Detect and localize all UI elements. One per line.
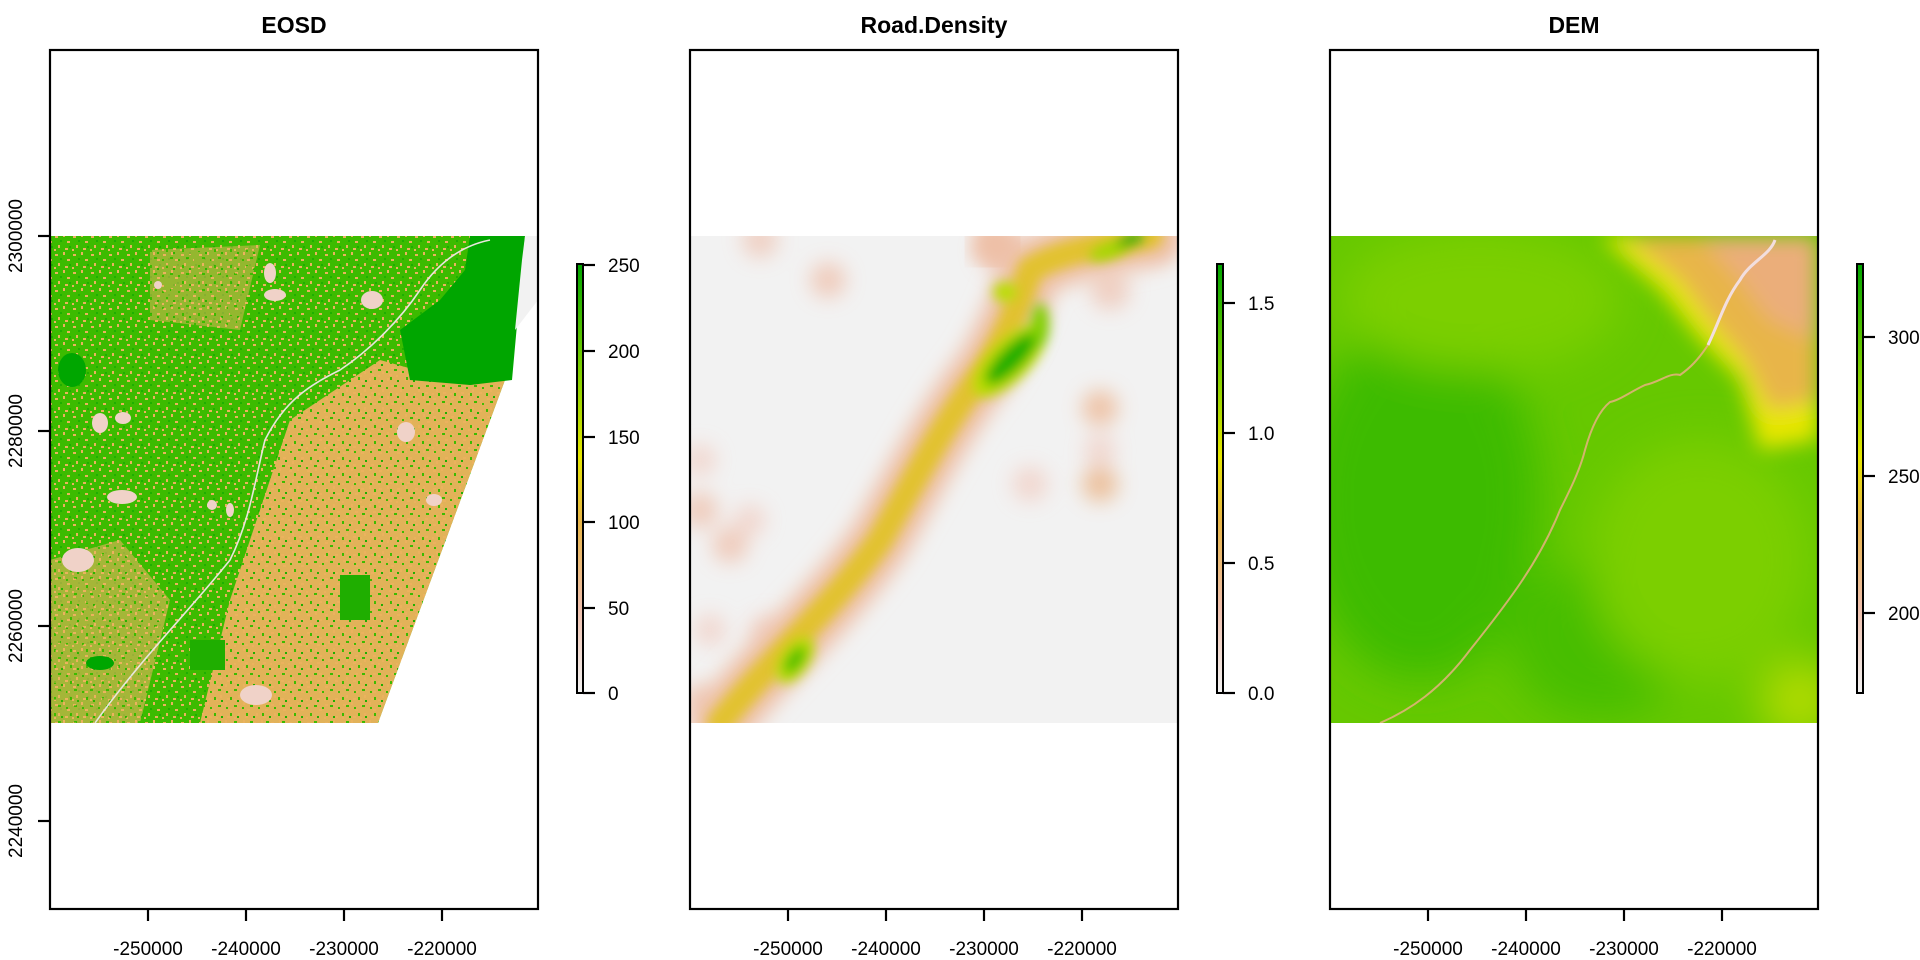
- legend-tick-label: 300: [1888, 328, 1920, 349]
- x-tick-label: -220000: [407, 939, 477, 960]
- y-tick-label: 2300000: [6, 199, 27, 273]
- x-axis: -250000 -240000 -230000 -220000: [113, 909, 477, 960]
- road-density-raster: [690, 236, 1178, 723]
- x-tick-label: -240000: [211, 939, 281, 960]
- x-axis: -250000 -240000 -230000 -220000: [753, 909, 1117, 960]
- colorbar-legend: 300 250 200: [1856, 263, 1920, 694]
- x-tick-label: -230000: [309, 939, 379, 960]
- x-tick-label: -240000: [851, 939, 921, 960]
- plot-frame: [1328, 48, 1820, 911]
- legend-tick-label: 250: [608, 256, 640, 277]
- x-tick-label: -250000: [753, 939, 823, 960]
- legend-tick-label: 1.0: [1248, 424, 1274, 445]
- legend-tick-label: 1.5: [1248, 294, 1274, 315]
- y-tick-label: 2260000: [6, 589, 27, 663]
- x-tick-label: -230000: [1589, 939, 1659, 960]
- legend-tick-label: 250: [1888, 467, 1920, 488]
- legend-tick-label: 100: [608, 513, 640, 534]
- x-tick-label: -230000: [949, 939, 1019, 960]
- legend-tick-label: 0: [608, 684, 619, 705]
- x-axis: -250000 -240000 -230000 -220000: [1393, 909, 1757, 960]
- plot-frame: [688, 48, 1180, 911]
- x-tick-label: -220000: [1047, 939, 1117, 960]
- x-tick-label: -220000: [1687, 939, 1757, 960]
- legend-tick-label: 0.5: [1248, 554, 1274, 575]
- eosd-raster: [50, 236, 538, 723]
- y-axis: 2300000 2280000 2260000 2240000: [6, 199, 50, 858]
- x-tick-label: -250000: [113, 939, 183, 960]
- legend-tick-label: 50: [608, 599, 629, 620]
- legend-tick-label: 150: [608, 428, 640, 449]
- x-tick-label: -240000: [1491, 939, 1561, 960]
- panel-title: Road.Density: [861, 12, 1008, 38]
- panel-road-density: Road.Density: [688, 12, 1274, 960]
- plot-frame: [48, 48, 540, 911]
- x-tick-label: -250000: [1393, 939, 1463, 960]
- legend-tick-label: 200: [608, 342, 640, 363]
- panel-dem: DEM -250: [1328, 12, 1920, 960]
- y-tick-label: 2240000: [6, 784, 27, 858]
- panel-title: DEM: [1548, 12, 1599, 38]
- panel-title: EOSD: [261, 12, 326, 38]
- dem-raster: [1330, 236, 1818, 723]
- colorbar-legend: 250 200 150 100 50 0: [576, 256, 640, 705]
- panel-eosd: EOSD: [6, 12, 640, 960]
- legend-tick-label: 200: [1888, 604, 1920, 625]
- legend-tick-label: 0.0: [1248, 684, 1274, 705]
- colorbar-legend: 1.5 1.0 0.5 0.0: [1216, 263, 1274, 705]
- y-tick-label: 2280000: [6, 394, 27, 468]
